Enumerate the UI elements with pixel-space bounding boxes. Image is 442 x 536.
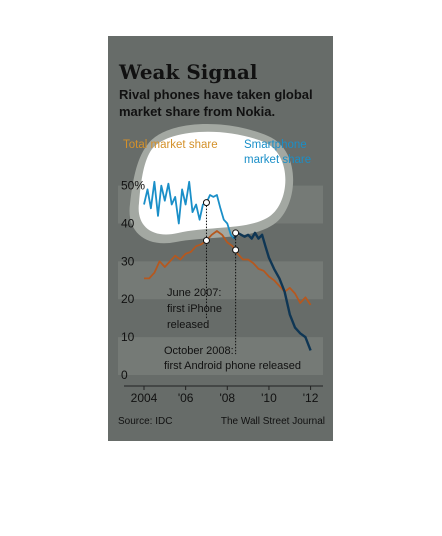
x-tick-label: '08 [219, 391, 235, 405]
y-tick-label: 50% [121, 179, 145, 193]
y-tick-label: 0 [121, 368, 128, 382]
source-note: Source: IDC [118, 416, 172, 427]
annotation-android: first Android phone released [164, 360, 301, 372]
x-tick-label: '12 [303, 391, 319, 405]
annotation-android: October 2008: [164, 345, 234, 357]
chart-subtitle-line-1: Rival phones have taken global [119, 87, 313, 102]
annotation-iphone: June 2007: [167, 287, 221, 299]
series-lines [143, 180, 312, 351]
chart-card: 50% 40 30 20 10 0 2004 '06 '08 '10 '12 Weak Signa… [108, 36, 333, 441]
chart: 50% 40 30 20 10 0 2004 '06 '08 '10 '12 Weak Signa… [108, 36, 333, 441]
event-marker [232, 229, 240, 237]
annotation-iphone: first iPhone [167, 303, 222, 315]
event-marker [202, 237, 210, 245]
legend: Total market share Smartphone market share [123, 139, 311, 166]
x-axis-ticks: 2004 '06 '08 '10 '12 [124, 385, 323, 405]
legend-smartphone: market share [244, 154, 311, 166]
highlight-blob [138, 131, 286, 235]
grid-band-1 [118, 261, 323, 300]
annotation-guides [202, 199, 240, 355]
x-tick-label: 2004 [131, 391, 158, 405]
y-tick-label: 20 [121, 292, 135, 306]
event-marker [232, 246, 240, 254]
legend-smartphone: Smartphone [244, 139, 307, 151]
event-marker [202, 199, 210, 207]
legend-total: Total market share [123, 139, 218, 151]
series-line-smartphone-late [233, 231, 312, 351]
annotations: June 2007: first iPhone released October 20… [164, 287, 301, 372]
y-axis-ticks: 50% 40 30 20 10 0 [121, 179, 145, 382]
grid-band-2 [118, 337, 323, 375]
y-tick-label: 10 [121, 330, 135, 344]
series-line-smartphone [143, 180, 235, 240]
credit-note: The Wall Street Journal [221, 416, 325, 427]
x-tick-label: '06 [178, 391, 194, 405]
y-tick-label: 40 [121, 216, 135, 230]
y-tick-label: 30 [121, 254, 135, 268]
x-tick-label: '10 [261, 391, 277, 405]
chart-subtitle-line-2: market share from Nokia. [119, 104, 275, 119]
annotation-iphone: released [167, 319, 209, 331]
chart-title: Weak Signal [118, 60, 258, 84]
